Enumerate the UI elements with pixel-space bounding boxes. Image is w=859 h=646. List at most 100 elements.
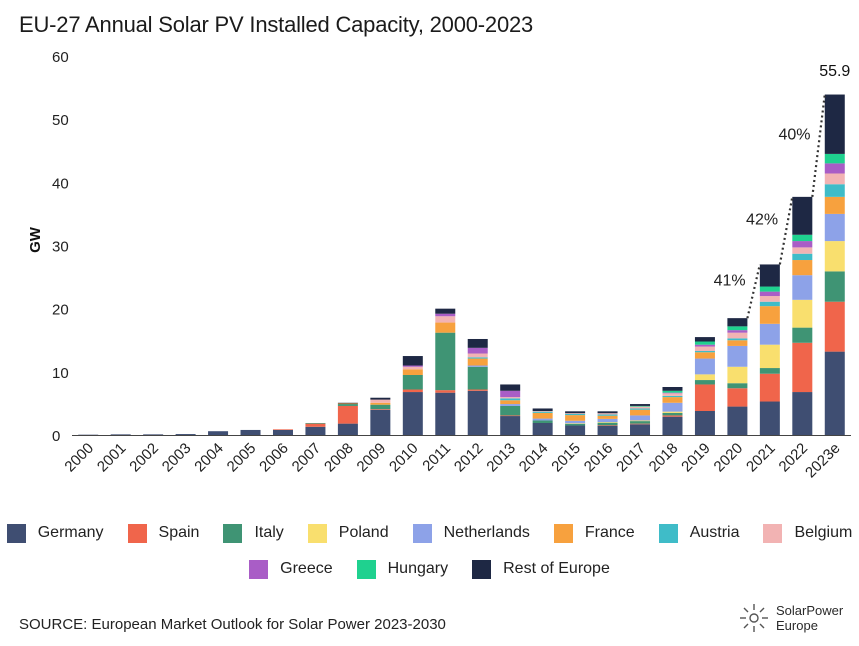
legend-label: Spain [158,524,200,541]
bar-segment [824,351,845,435]
bar-segment [630,404,651,406]
bar-segment [662,412,683,416]
bar-segment [240,429,261,435]
bar-segment [694,358,715,375]
source-note: SOURCE: European Market Outlook for Sola… [19,616,446,633]
bar-segment [532,422,553,435]
bar-segment [435,392,456,435]
legend-swatch [763,523,783,543]
y-tick-label: 0 [52,428,60,445]
legend-label: Belgium [794,524,853,541]
legend-label: Italy [254,524,284,541]
y-tick-label: 40 [52,175,69,192]
x-tick-label: 2004 [191,440,227,476]
legend-label: Netherlands [443,524,530,541]
bar-segment [759,291,780,297]
legend-item: Italy [223,523,284,543]
bar-segment [662,393,683,396]
bar-segment [467,366,488,390]
bar-segment [402,374,423,390]
bar-segment [467,365,488,367]
bar-segment [467,347,488,354]
bar-segment [630,421,651,424]
sun-logo-icon [740,604,768,632]
bar-segment [662,390,683,393]
x-tick-label: 2005 [224,440,260,476]
legend-swatch [249,559,269,579]
y-tick-label: 50 [52,112,69,129]
bar-segment [402,366,423,370]
bar-segment [824,184,845,197]
x-tick-label: 2001 [94,440,130,476]
x-tick-label: 2018 [646,440,682,476]
bar-segment [597,422,618,426]
bar-segment [402,389,423,393]
bar-segment [792,253,813,261]
bar-segment [662,386,683,391]
bar-chart: 0102030405060GW2000200120022003200420052… [27,49,851,481]
bar-segment [565,413,586,414]
bar-segment [532,418,553,421]
bar-segment [435,332,456,391]
bar-segment [337,405,358,424]
legend-item: Belgium [763,523,853,543]
bar-segment [305,422,326,424]
bar-segment [337,403,358,405]
growth-label: 41% [714,272,746,289]
bar-segment [597,422,618,423]
bar-segment [759,301,780,307]
legend-item: Hungary [356,559,449,579]
bar-segment [694,350,715,353]
legend-row: Greece Hungary Rest of Europe [0,551,859,587]
growth-label: 40% [779,127,811,144]
bar-segment [727,366,748,384]
bar-segment [759,306,780,324]
bar-segment [208,431,229,435]
bar-segment [662,402,683,412]
bar-segment [500,416,521,435]
x-tick-label: 2011 [419,440,454,475]
legend-item: Austria [658,523,739,543]
x-tick-label: 2008 [321,440,357,476]
bar-segment [370,399,391,403]
legend-row: Germany Spain Italy Poland Netherlands France… [0,515,859,551]
bar-segment [500,398,521,401]
bar-segment [694,380,715,385]
bar-segment [272,429,293,430]
bar-segment [727,326,748,331]
legend-swatch [553,523,573,543]
bar-segment [597,413,618,415]
bar-segment [565,423,586,426]
legend-item: Germany [6,523,104,543]
bar-segment [435,390,456,393]
bar-segment [110,434,131,435]
bar-segment [759,344,780,369]
bar-segment [370,397,391,400]
bar-segment [402,369,423,375]
bar-segment [694,344,715,347]
bar-segment [402,356,423,366]
bar-segment [824,196,845,214]
bar-segment [662,415,683,417]
bar-segment [824,241,845,272]
bar-segment [630,423,651,425]
bar-segment [597,425,618,435]
bar-segment [500,384,521,391]
bar-segment [727,318,748,327]
legend-item: Poland [307,523,389,543]
bar-segment [597,418,618,423]
bar-segment [792,247,813,254]
bar-segment [824,271,845,302]
total-label: 55.9 [819,63,850,80]
growth-line [778,196,794,265]
bar-segment [694,410,715,435]
legend-swatch [127,523,147,543]
legend-label: Hungary [387,560,449,577]
legend-label: Poland [338,524,389,541]
bar-segment [792,260,813,276]
bar-segment [370,409,391,435]
bar-segment [272,429,293,435]
bar-segment [467,353,488,358]
bar-segment [78,434,99,436]
bar-segment [370,409,391,410]
